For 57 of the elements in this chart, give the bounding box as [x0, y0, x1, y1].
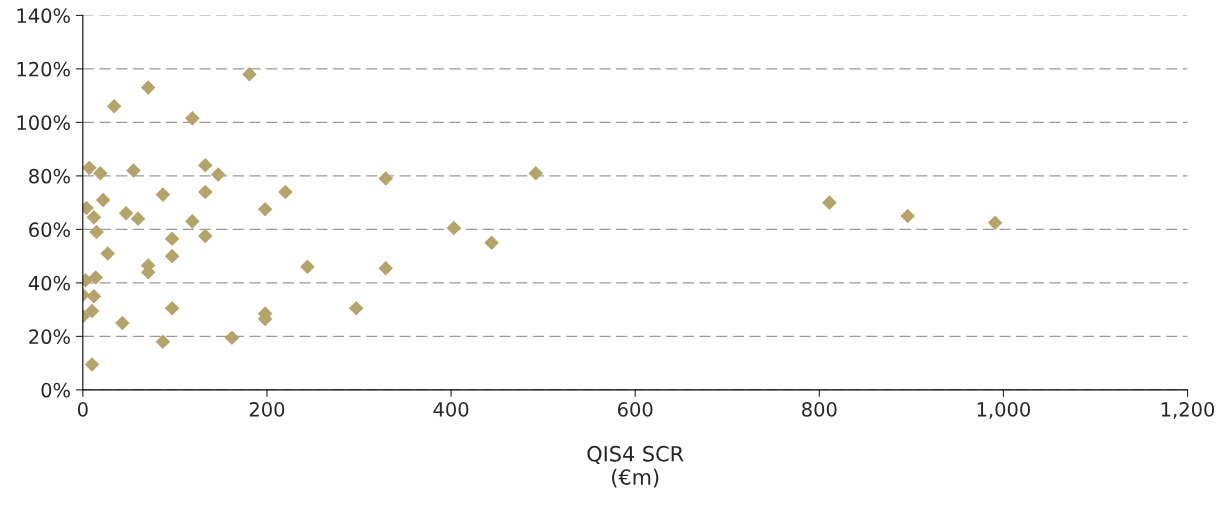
- point: [164, 248, 180, 264]
- y-tick-label: 140%: [17, 8, 70, 24]
- point: [348, 301, 364, 316]
- y-tick-label: 40%: [28, 275, 70, 291]
- point: [100, 246, 115, 261]
- point: [197, 184, 213, 200]
- point: [84, 357, 100, 372]
- point: [130, 211, 146, 226]
- x-tick-label: 1,200: [1161, 402, 1215, 419]
- point: [155, 187, 171, 202]
- x-axis-title: QIS4 SCR (€m): [587, 445, 684, 488]
- point: [987, 215, 1003, 230]
- x-tick-label: 0: [77, 402, 88, 417]
- point: [89, 224, 104, 240]
- point: [185, 111, 200, 126]
- point: [140, 80, 156, 95]
- point: [900, 208, 915, 224]
- point: [822, 195, 837, 210]
- x-tick-label: 400: [433, 402, 469, 417]
- point: [95, 192, 111, 208]
- point: [82, 160, 97, 176]
- point: [164, 231, 180, 247]
- y-tick-label: 80%: [29, 168, 70, 184]
- point: [242, 66, 257, 82]
- x-tick-label: 200: [249, 402, 285, 417]
- point: [185, 214, 200, 229]
- point: [197, 228, 213, 244]
- point: [378, 171, 393, 186]
- point: [86, 288, 102, 304]
- point: [115, 315, 130, 331]
- x-tick-label: 1,000: [977, 402, 1030, 419]
- point: [86, 210, 102, 225]
- x-tick-label: 800: [802, 402, 837, 417]
- y-tick-label: 100%: [17, 115, 70, 131]
- point: [224, 330, 240, 345]
- point: [106, 99, 122, 114]
- point: [93, 165, 108, 181]
- point: [197, 157, 213, 173]
- point: [378, 260, 393, 276]
- point: [446, 220, 462, 236]
- point: [126, 163, 141, 178]
- point: [257, 202, 273, 217]
- point: [88, 270, 103, 285]
- point: [118, 206, 134, 221]
- point: [278, 184, 293, 200]
- point: [155, 334, 171, 350]
- y-tick-label: 120%: [17, 61, 70, 77]
- y-tick-label: 60%: [29, 222, 70, 238]
- x-tick-label: 600: [617, 402, 653, 417]
- y-tick-label: 0%: [41, 382, 70, 398]
- y-tick-label: 20%: [29, 329, 70, 345]
- point: [528, 165, 544, 181]
- point: [210, 167, 226, 182]
- point: [164, 301, 180, 316]
- point: [484, 235, 499, 251]
- point: [300, 259, 315, 275]
- point: [84, 303, 100, 319]
